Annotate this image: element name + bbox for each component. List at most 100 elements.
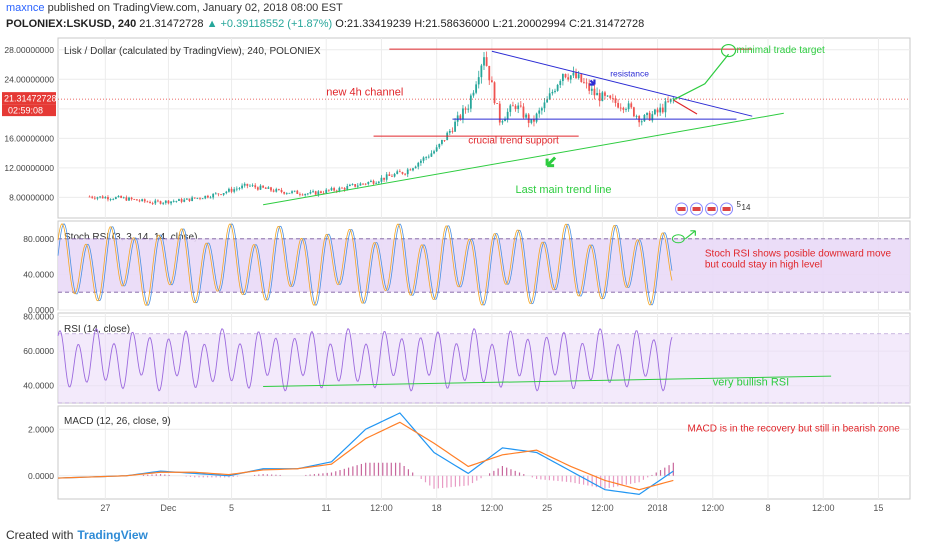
candle-body — [285, 193, 288, 194]
footer: Created with TradingView — [6, 528, 148, 542]
publish-text: published on TradingView.com, January 02… — [47, 2, 343, 14]
candle-body — [614, 98, 617, 103]
candle-body — [472, 92, 475, 96]
candle-body — [338, 187, 341, 192]
candle-body — [138, 200, 141, 202]
candle-body — [162, 202, 165, 204]
candle-body — [611, 98, 614, 99]
candle-body — [317, 191, 320, 195]
candle-body — [593, 88, 596, 96]
rsi-trend-line — [263, 375, 832, 388]
x-tick-label: 25 — [542, 503, 552, 513]
candle-body — [564, 74, 567, 78]
candle-body — [654, 109, 656, 115]
panel-frame — [57, 37, 911, 219]
candle-body — [178, 199, 180, 201]
price-change: ▲ +0.39118552 (+1.87%) — [206, 18, 333, 30]
candle-body — [483, 57, 485, 66]
candle-body — [104, 197, 107, 199]
candle-body — [588, 83, 591, 91]
candle-body — [322, 192, 325, 194]
price-label-box — [2, 92, 56, 105]
candle-body — [598, 92, 601, 102]
candle-body — [288, 192, 291, 194]
candle-body — [659, 107, 662, 113]
candle-body — [538, 110, 541, 114]
candle-body — [159, 201, 162, 204]
candle-body — [277, 189, 280, 190]
candle-body — [117, 195, 120, 198]
candle-body — [212, 193, 215, 198]
candle-body — [430, 153, 433, 157]
candle-body — [572, 72, 575, 76]
candle-body — [635, 115, 638, 117]
ohlc-values: O:21.33419239 H:21.58636000 L:21.2000299… — [335, 18, 645, 30]
candle-body — [191, 197, 194, 201]
y-tick-label: 40.0000 — [23, 269, 54, 279]
candle-body — [596, 92, 598, 96]
candle-body — [304, 193, 307, 196]
candle-body — [185, 198, 188, 200]
candle-body — [493, 82, 496, 104]
rsi-band — [58, 333, 910, 403]
candle-body — [183, 199, 186, 202]
candle-body — [448, 130, 451, 133]
candle-body — [306, 193, 309, 195]
event-badge-count: 5 — [737, 200, 742, 209]
candle-body — [490, 80, 493, 83]
candle-body — [462, 108, 464, 119]
candle-body — [149, 201, 151, 204]
candle-body — [291, 191, 293, 193]
y-tick-label: 80.0000 — [23, 234, 54, 244]
candle-body — [619, 107, 622, 109]
candle-body — [477, 77, 480, 85]
candle-body — [606, 95, 609, 97]
stoch-band — [58, 238, 910, 293]
candle-body — [351, 184, 354, 185]
target-circle — [720, 43, 737, 58]
candle-body — [540, 108, 543, 111]
tradingview-brand-link[interactable]: TradingView — [77, 528, 148, 542]
candle-body — [396, 171, 399, 174]
candle-body — [488, 65, 491, 81]
candle-body — [91, 196, 94, 198]
candle-body — [561, 74, 564, 82]
candle-body — [96, 197, 99, 199]
countdown-label-box — [2, 104, 56, 117]
candle-body — [669, 98, 672, 102]
candle-body — [625, 109, 627, 110]
symbol-info: POLONIEX:LSKUSD, 240 21.31472728 ▲ +0.39… — [6, 18, 644, 30]
candle-body — [280, 189, 283, 193]
candle-body — [464, 108, 467, 110]
stoch-circle — [671, 234, 685, 244]
candle-body — [209, 197, 212, 199]
stoch-arrow-icon — [684, 230, 696, 240]
author-link[interactable]: maxnce — [6, 2, 45, 14]
y-tick-label: 60.0000 — [23, 346, 54, 356]
candle-body — [335, 190, 338, 192]
candle-body — [585, 82, 588, 84]
candle-body — [249, 185, 251, 187]
candle-body — [141, 199, 144, 202]
tradingview-chart[interactable]: 27 Dec 5 11 12:00 18 12:00 25 12:00 2018 12:00 8 12:… — [0, 34, 932, 524]
flag-stripe — [692, 207, 701, 211]
trend-arrow-icon — [545, 156, 557, 168]
candle-body — [222, 193, 225, 195]
candle-body — [346, 186, 349, 190]
candle-body — [330, 188, 333, 191]
event-badges — [675, 202, 734, 216]
candle-body — [512, 105, 514, 107]
candle-body — [167, 200, 170, 204]
candle-body — [109, 199, 112, 200]
candle-body — [314, 191, 317, 195]
candle-body — [385, 174, 388, 180]
candle-body — [401, 172, 404, 174]
candle-body — [435, 147, 438, 152]
candle-body — [241, 185, 243, 189]
candle-body — [383, 177, 385, 180]
candle-body — [333, 188, 336, 191]
candle-body — [556, 84, 559, 91]
candle-body — [251, 185, 254, 187]
candle-body — [309, 191, 312, 194]
candle-body — [125, 197, 128, 201]
